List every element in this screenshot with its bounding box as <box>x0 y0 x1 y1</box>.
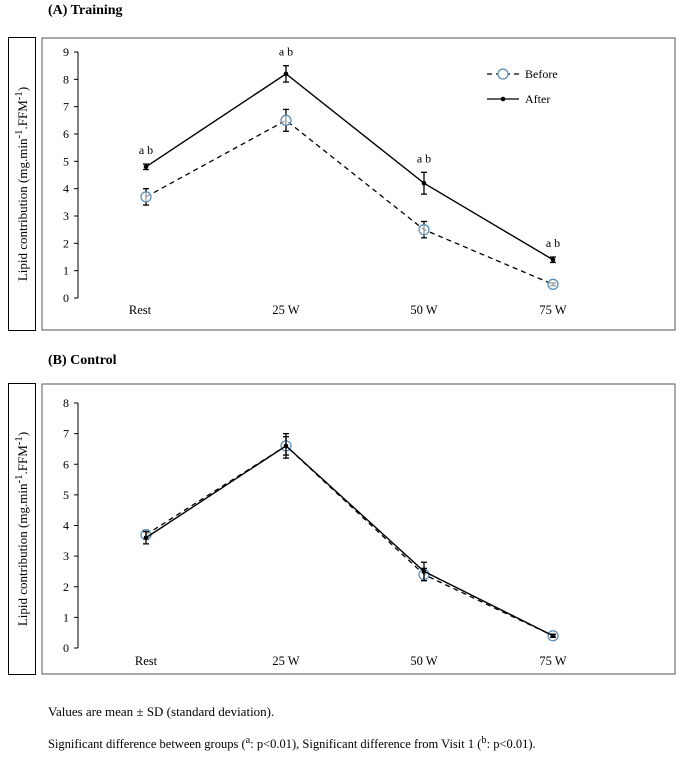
y-tick-label: 0 <box>63 641 69 655</box>
legend-label-before: Before <box>525 67 558 81</box>
y-tick-label: 8 <box>63 72 69 86</box>
panel-b-title: (B) Control <box>48 353 117 368</box>
data-point-before <box>547 278 559 290</box>
x-category-label: 50 W <box>410 303 437 317</box>
panel-a-frame <box>41 37 676 331</box>
y-tick-label: 7 <box>63 427 69 441</box>
panel-b-chart: 0 1 2 3 4 5 6 7 8 Rest 25 W 50 W 75 W <box>41 383 676 675</box>
data-point-after <box>550 257 556 263</box>
legend-marker-after <box>500 96 506 102</box>
data-point-after <box>143 164 149 170</box>
y-tick-label: 5 <box>63 488 69 502</box>
note-values: Values are mean ± SD (standard deviation… <box>48 704 275 719</box>
y-tick-label: 4 <box>63 519 69 533</box>
significance-annotation: a b <box>546 236 560 250</box>
series-line-before <box>145 445 554 637</box>
panel-b-frame <box>41 383 676 675</box>
y-tick-label: 2 <box>63 580 69 594</box>
panel-a-title: (A) Training <box>48 3 123 18</box>
data-point-before <box>140 191 152 203</box>
series-line-after <box>145 444 554 637</box>
series-line-after <box>145 73 554 261</box>
data-point-after <box>421 569 427 574</box>
significance-annotation: a b <box>417 151 431 165</box>
data-point-after <box>283 443 289 449</box>
y-tick-label: 4 <box>63 182 69 196</box>
data-point-after <box>421 180 427 186</box>
x-category-label: 50 W <box>410 654 437 668</box>
panel-a-ylabel-box: Lipid contribution (mg.min-1.FFM-1) <box>8 37 36 331</box>
data-point-after <box>283 71 289 77</box>
data-point-before <box>418 224 430 236</box>
data-point-after <box>143 535 149 541</box>
panel-a-chart: 0 1 2 3 4 5 6 7 8 9 Rest 25 W 50 W 75 W a b a b a b a b Be… <box>41 37 676 331</box>
y-tick-label: 1 <box>63 264 69 278</box>
y-tick-label: 5 <box>63 154 69 168</box>
x-category-label: 25 W <box>272 303 299 317</box>
y-tick-label: 1 <box>63 610 69 624</box>
panel-b-ylabel-box: Lipid contribution (mg.min-1.FFM-1) <box>8 383 36 675</box>
y-tick-label: 8 <box>63 396 69 410</box>
y-tick-label: 3 <box>63 209 69 223</box>
x-category-label: 75 W <box>539 654 566 668</box>
data-point-before <box>280 114 292 126</box>
data-point-after <box>550 633 556 639</box>
y-tick-label: 9 <box>63 45 69 59</box>
series-line-before <box>145 119 554 285</box>
significance-annotation: a b <box>279 45 293 59</box>
legend-label-after: After <box>525 92 550 106</box>
x-category-label: 75 W <box>539 303 566 317</box>
x-category-label: 25 W <box>272 654 299 668</box>
note-significance: Significant difference between groups (a… <box>48 735 536 752</box>
y-tick-label: 6 <box>63 457 69 471</box>
y-tick-label: 0 <box>63 291 69 305</box>
y-tick-label: 3 <box>63 549 69 563</box>
x-category-label: Rest <box>135 654 158 668</box>
y-tick-label: 2 <box>63 236 69 250</box>
significance-annotation: a b <box>139 143 153 157</box>
y-tick-label: 7 <box>63 100 69 114</box>
legend-marker-before <box>497 68 509 80</box>
y-tick-label: 6 <box>63 127 69 141</box>
x-category-label: Rest <box>129 303 152 317</box>
